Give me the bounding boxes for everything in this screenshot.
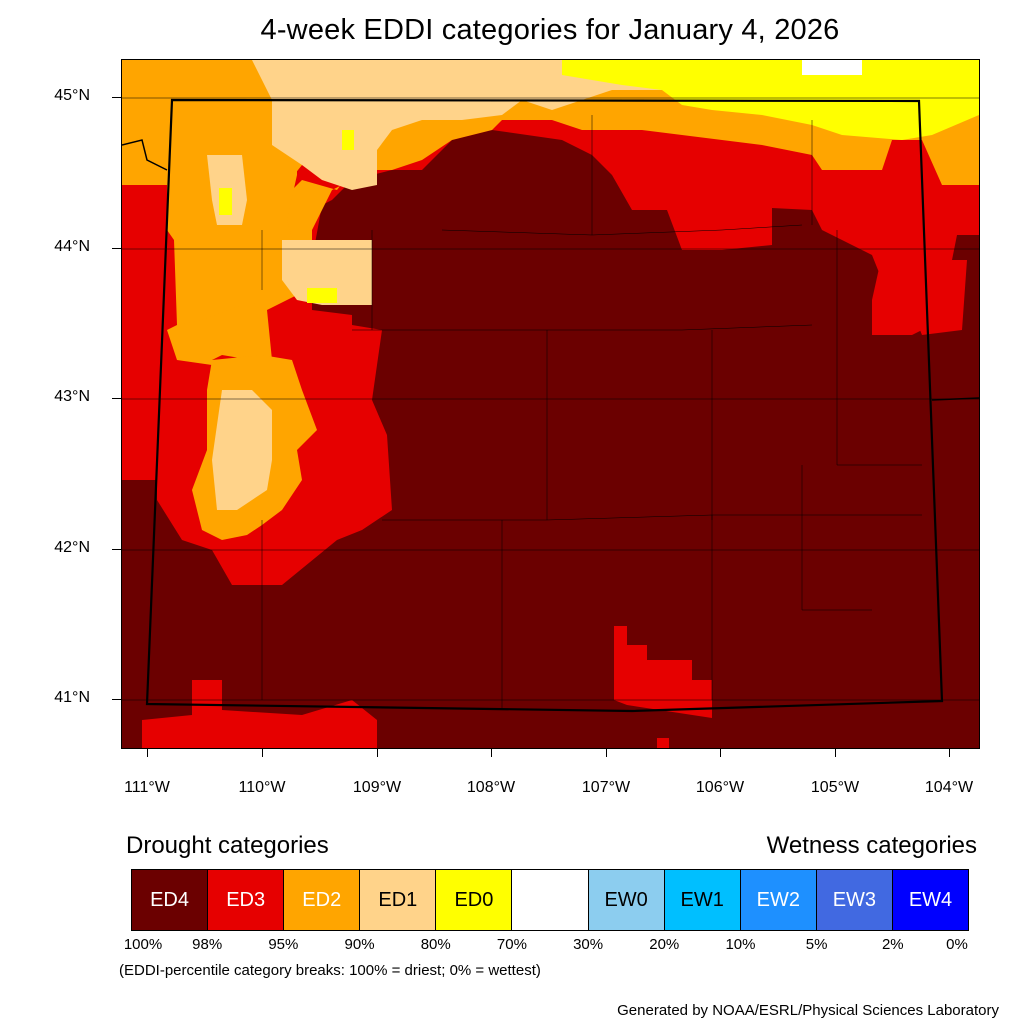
- lon-label-109: 109°W: [352, 779, 402, 796]
- legend-break-label: 30%: [573, 936, 604, 953]
- region-ed0-small-3: [342, 130, 354, 150]
- region-ed3-south-central: [614, 626, 712, 718]
- lon-tick-111: [147, 748, 148, 757]
- neighbor-borders: [122, 139, 979, 401]
- lat-label-43: 43°N: [54, 388, 90, 405]
- legend-cell-ew3: EW3: [816, 870, 893, 930]
- lon-label-108: 108°W: [466, 779, 516, 796]
- lat-tick-44: [112, 248, 121, 249]
- idaho-montana-border: [122, 139, 168, 171]
- county-line-3: [352, 324, 813, 331]
- wetness-heading: Wetness categories: [766, 832, 977, 859]
- legend-colorbar: ED4 ED3 ED2 ED1 ED0 EW0 EW1 EW2 EW3 EW4: [131, 869, 969, 931]
- legend-cell-ew4: EW4: [892, 870, 969, 930]
- legend-break-label: 10%: [725, 936, 756, 953]
- region-none-white: [802, 60, 862, 75]
- drought-heading: Drought categories: [126, 832, 329, 859]
- lon-label-107: 107°W: [581, 779, 631, 796]
- legend-cell-ew0: EW0: [588, 870, 665, 930]
- nebraska-border: [931, 397, 979, 401]
- credit-line: Generated by NOAA/ESRL/Physical Sciences…: [617, 1002, 999, 1019]
- region-ed3-east: [872, 255, 952, 335]
- legend-cell-ew1: EW1: [664, 870, 741, 930]
- legend-break-label: 100%: [123, 936, 163, 953]
- legend-break-label: 70%: [496, 936, 527, 953]
- region-ed1-southwest: [212, 390, 272, 510]
- county-line-10: [801, 465, 872, 611]
- legend-cell-ed0: ED0: [436, 870, 513, 930]
- county-lines: [261, 115, 922, 710]
- lat-label-42: 42°N: [54, 539, 90, 556]
- legend-cell-ed2: ED2: [284, 870, 361, 930]
- legend-break-label: 20%: [649, 936, 680, 953]
- region-ed0-small-2: [219, 188, 232, 215]
- legend-break-label: 0%: [946, 936, 968, 953]
- legend-break-label: 90%: [344, 936, 375, 953]
- region-ed1-center: [282, 240, 372, 305]
- region-ed3-south-west: [142, 680, 377, 748]
- lat-tick-43: [112, 398, 121, 399]
- lat-tick-41: [112, 699, 121, 700]
- lon-label-110: 110°W: [238, 779, 286, 796]
- lon-label-104: 104°W: [924, 779, 974, 796]
- region-ed3-spot: [657, 738, 669, 748]
- lon-tick-107: [606, 748, 607, 757]
- legend-note: (EDDI-percentile category breaks: 100% =…: [119, 962, 541, 979]
- lat-tick-45: [112, 97, 121, 98]
- graticule: [122, 97, 979, 701]
- lon-label-105: 105°W: [810, 779, 860, 796]
- county-line-6: [382, 514, 922, 521]
- legend-break-label: 5%: [805, 936, 828, 953]
- legend-cell-ed1: ED1: [360, 870, 437, 930]
- legend-cell-ew2: EW2: [740, 870, 817, 930]
- lat-label-41: 41°N: [54, 689, 90, 706]
- lon-label-106: 106°W: [695, 779, 745, 796]
- legend-break-label: 98%: [192, 936, 223, 953]
- county-line-2: [441, 224, 803, 236]
- lat-label-44: 44°N: [54, 238, 90, 255]
- map-title: 4-week EDDI categories for January 4, 20…: [260, 14, 840, 46]
- lon-tick-109: [377, 748, 378, 757]
- eddi-map-canvas: [122, 60, 979, 748]
- region-ed3-north: [122, 60, 979, 585]
- county-line-14: [836, 230, 922, 466]
- legend-break-label: 80%: [420, 936, 451, 953]
- legend-cell-none: [512, 870, 589, 930]
- wyoming-border: [145, 98, 944, 713]
- lat-label-45: 45°N: [54, 87, 90, 104]
- lon-tick-108: [491, 748, 492, 757]
- lon-tick-106: [720, 748, 721, 757]
- lon-tick-110: [262, 748, 263, 757]
- lon-tick-104: [949, 748, 950, 757]
- eddi-map: [121, 59, 980, 749]
- legend-cell-ed3: ED3: [208, 870, 285, 930]
- legend-break-label: 95%: [268, 936, 299, 953]
- legend-cell-ed4: ED4: [132, 870, 209, 930]
- lon-label-111: 111°W: [124, 779, 170, 796]
- lat-tick-42: [112, 549, 121, 550]
- lon-tick-105: [835, 748, 836, 757]
- region-ed0-small-1: [307, 288, 337, 303]
- legend-break-label: 2%: [881, 936, 904, 953]
